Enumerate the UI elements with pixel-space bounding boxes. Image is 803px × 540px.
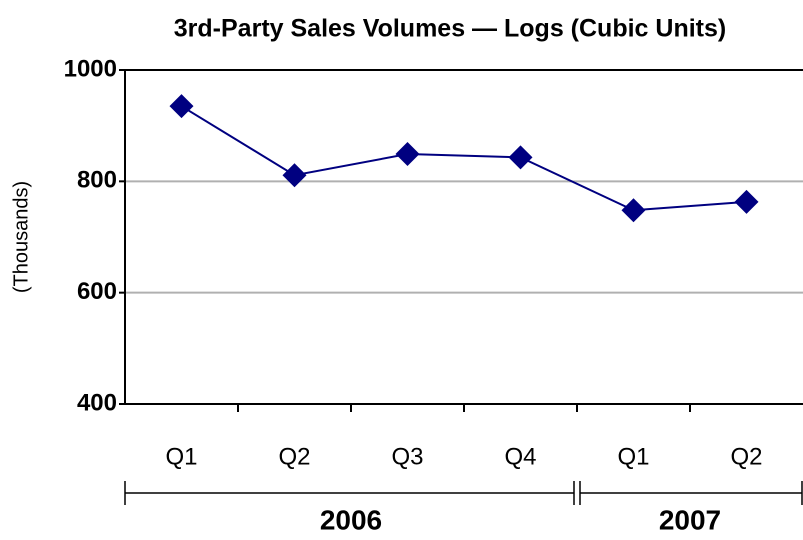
marker [282, 163, 307, 188]
group-label: 2007 [659, 504, 721, 535]
y-tick-label: 800 [77, 167, 117, 194]
x-tick-label: Q2 [278, 443, 310, 470]
marker [169, 94, 194, 119]
x-tick-label: Q1 [165, 443, 197, 470]
marker [621, 198, 646, 223]
y-axis-label: (Thousands) [10, 181, 32, 293]
group-label: 2006 [320, 504, 382, 535]
x-tick-label: Q1 [617, 443, 649, 470]
chart-title: 3rd-Party Sales Volumes — Logs (Cubic Un… [174, 15, 726, 43]
marker [395, 142, 420, 167]
y-tick-label: 600 [77, 278, 117, 305]
y-tick-label: 1000 [64, 55, 117, 82]
x-tick-label: Q2 [730, 443, 762, 470]
marker [734, 189, 759, 214]
x-tick-label: Q4 [504, 443, 536, 470]
y-tick-label: 400 [77, 389, 117, 416]
marker [508, 145, 533, 170]
x-tick-label: Q3 [391, 443, 423, 470]
series-line [180, 105, 747, 212]
